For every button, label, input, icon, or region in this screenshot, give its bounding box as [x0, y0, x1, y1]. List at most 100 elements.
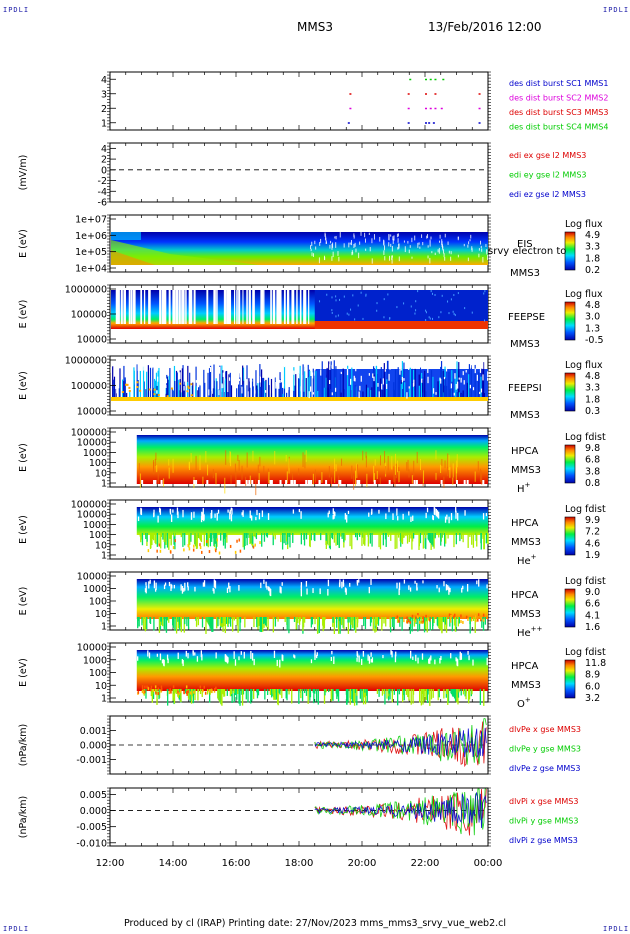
hpca-gap — [300, 585, 302, 591]
hpca-fringe — [434, 533, 436, 539]
hpca-fringe — [382, 533, 384, 546]
hpca-fringe — [446, 689, 448, 694]
hpca-stripe — [449, 467, 451, 478]
burst-mark — [407, 122, 410, 124]
hpca-gap — [455, 657, 457, 662]
feeps-gap — [194, 378, 196, 385]
hpca-fringe — [305, 533, 308, 540]
feeps-column — [432, 376, 434, 397]
feeps-gap — [252, 290, 254, 324]
feeps-gap — [301, 375, 303, 380]
hpca-fringe — [279, 689, 281, 694]
hpca-fringe — [286, 617, 288, 631]
burst-mark — [425, 93, 427, 95]
hpca-fringe — [456, 689, 458, 703]
hpca-fringe — [146, 533, 148, 542]
feeps-gap — [218, 390, 220, 396]
feeps-speckle — [417, 290, 419, 293]
panel-side-label: MMS3 — [510, 410, 540, 421]
burst-mark — [442, 78, 445, 81]
feeps-column — [454, 376, 456, 397]
hpca-fringe — [166, 617, 168, 621]
hpca-fringe — [221, 689, 223, 706]
hpca-fringe — [172, 689, 174, 701]
eis-gap — [351, 251, 353, 256]
hpca-speckle — [254, 543, 256, 547]
feeps-gap — [110, 366, 112, 373]
feeps-column — [169, 368, 171, 397]
y-tick-label: 100 — [89, 530, 107, 541]
hpca-gap — [396, 508, 398, 516]
feeps-gap — [309, 386, 312, 392]
hpca-gap — [187, 653, 189, 659]
hpca-stripe — [394, 471, 396, 487]
hpca-gap — [214, 513, 216, 518]
feeps-column — [242, 384, 244, 397]
hpca-stripe — [237, 454, 239, 461]
hpca-fringe — [250, 533, 252, 544]
hpca-fringe — [189, 533, 191, 545]
hpca-speckle — [157, 692, 160, 696]
hpca-speckle — [425, 614, 427, 618]
feeps-gap — [457, 381, 459, 389]
hpca-fringe — [378, 533, 380, 548]
feeps-gap — [293, 370, 295, 375]
hpca-gap — [273, 650, 276, 658]
eis-gap — [388, 234, 390, 240]
feeps-speckle — [365, 294, 367, 297]
feeps-column — [298, 378, 301, 397]
feeps-gap — [134, 380, 137, 385]
feeps-column — [425, 391, 427, 397]
hpca-fringe — [301, 689, 304, 702]
hpca-fringe — [452, 689, 454, 697]
feeps-gap — [359, 385, 361, 391]
feeps-band — [314, 290, 488, 321]
feeps-column — [248, 378, 250, 397]
hpca-speckle — [216, 538, 218, 542]
colorbar-tick-label: 3.0 — [585, 312, 600, 323]
eis-gap — [365, 248, 367, 251]
hpca-fringe — [374, 617, 377, 626]
hpca-gap — [342, 583, 345, 587]
hpca-fringe — [418, 689, 421, 703]
hpca-gap — [358, 579, 360, 583]
feeps-gap — [413, 379, 415, 386]
hpca-fringe — [407, 689, 409, 698]
hpca-stripe — [448, 455, 450, 470]
hpca-stripe — [419, 458, 421, 471]
hpca-fringe — [471, 689, 473, 695]
hpca-stripe — [407, 459, 409, 472]
hpca-speckle — [422, 616, 424, 620]
hpca-gap — [368, 656, 371, 664]
feeps-gap — [377, 383, 379, 387]
feeps-column — [209, 365, 212, 397]
hpca-fringe — [213, 533, 215, 539]
hpca-gap — [434, 659, 436, 665]
feeps-speckle — [190, 383, 193, 386]
feeps-band — [314, 321, 488, 329]
feeps-column — [112, 366, 114, 397]
eis-gap — [397, 233, 399, 237]
hpca-stripe — [444, 460, 446, 469]
feeps-column — [383, 363, 385, 397]
eis-gap — [330, 240, 332, 244]
hpca-stripe — [156, 465, 158, 473]
feeps-gap — [440, 378, 442, 384]
hpca-speckle — [169, 550, 172, 554]
y-tick-label: 1000 — [83, 584, 107, 595]
hpca-fringe — [241, 689, 244, 706]
hpca-gap — [194, 586, 196, 592]
hpca-speckle — [427, 617, 430, 621]
hpca-gap — [153, 509, 155, 517]
hpca-speckle — [453, 613, 456, 617]
feeps-gap — [143, 366, 145, 371]
feeps-column — [295, 374, 297, 397]
y-tick-label: 2 — [101, 155, 107, 166]
hpca-gap — [230, 514, 233, 522]
hpca-gap — [370, 652, 372, 657]
hpca-gap — [358, 480, 361, 484]
y-tick-label: 1 — [101, 622, 107, 633]
hpca-speckle — [141, 687, 144, 691]
hpca-fringe — [361, 533, 363, 546]
hpca-fringe — [145, 533, 147, 539]
